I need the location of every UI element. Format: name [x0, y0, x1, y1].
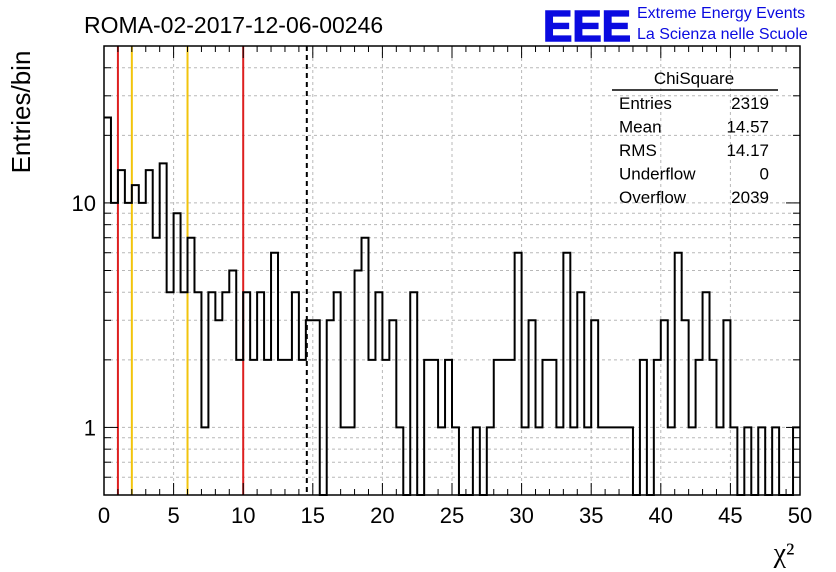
- x-tick-label: 10: [231, 503, 255, 528]
- histogram-series: [104, 116, 800, 496]
- x-tick-label: 45: [718, 503, 742, 528]
- stats-row-value: 14.57: [726, 118, 769, 137]
- stats-row-value: 2039: [731, 188, 769, 207]
- stats-row-label: Overflow: [619, 188, 687, 207]
- stats-title: ChiSquare: [654, 69, 734, 88]
- x-tick-label: 30: [509, 503, 533, 528]
- y-tick-label: 1: [84, 415, 96, 440]
- stats-row-value: 14.17: [726, 141, 769, 160]
- x-tick-label: 50: [788, 503, 812, 528]
- stats-row-value: 0: [760, 165, 769, 184]
- eee-logo: EEE Extreme Energy Events La Scienza nel…: [542, 1, 808, 52]
- y-tick-labels: 1 10: [72, 191, 96, 441]
- x-tick-labels: 0 5 10 15 20 25 30 35 40 45 50: [98, 503, 812, 528]
- x-tick-label: 35: [579, 503, 603, 528]
- y-tick-label: 10: [72, 191, 96, 216]
- x-axis-label: χ²: [773, 538, 795, 569]
- stats-row-label: Underflow: [619, 165, 696, 184]
- axis-ticks: [103, 45, 801, 496]
- y-axis-label: Entries/bin: [6, 51, 36, 174]
- eee-logo-mark: EEE: [543, 2, 631, 51]
- eee-logo-line1: Extreme Energy Events: [637, 5, 805, 22]
- stats-row-label: Mean: [619, 118, 662, 137]
- x-tick-label: 20: [370, 503, 394, 528]
- eee-logo-line2: La Scienza nelle Scuole: [637, 26, 808, 43]
- stats-box: ChiSquare Entries 2319 Mean 14.57 RMS 14.17 Un…: [612, 69, 778, 207]
- x-tick-label: 5: [167, 503, 179, 528]
- x-tick-label: 0: [98, 503, 110, 528]
- stats-row-label: RMS: [619, 141, 657, 160]
- stats-row-value: 2319: [731, 94, 769, 113]
- x-tick-label: 25: [440, 503, 464, 528]
- stats-row-label: Entries: [619, 94, 672, 113]
- x-tick-label: 40: [649, 503, 673, 528]
- chart-title: ROMA-02-2017-12-06-00246: [84, 12, 383, 38]
- x-tick-label: 15: [301, 503, 325, 528]
